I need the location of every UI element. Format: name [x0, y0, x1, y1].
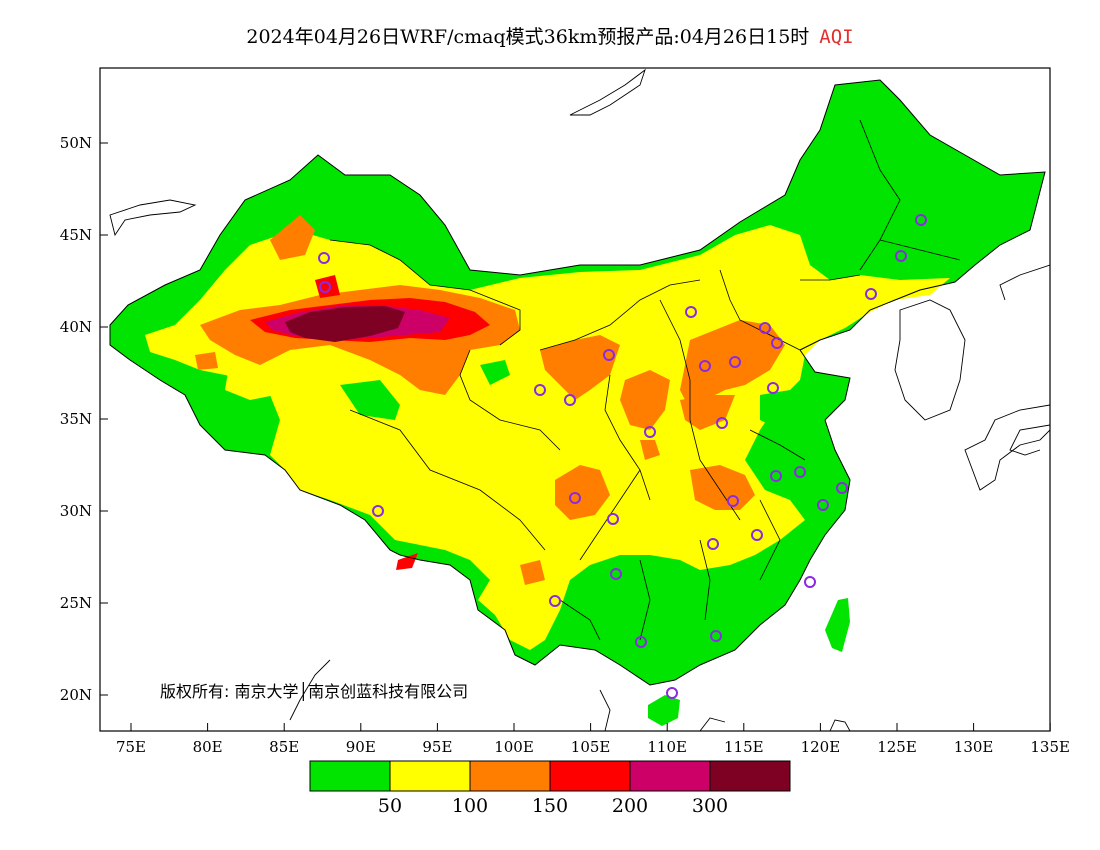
station-marker — [707, 538, 719, 550]
station-marker — [549, 595, 561, 607]
station-marker — [564, 394, 576, 406]
region-yellow — [610, 505, 770, 545]
station-marker — [318, 252, 330, 264]
legend-swatch-green — [309, 760, 391, 792]
lon-tick-label: 130E — [954, 738, 994, 756]
taiwan-island — [825, 598, 850, 652]
lon-tick-label: 115E — [724, 738, 764, 756]
legend-threshold-label: 200 — [612, 795, 648, 817]
station-marker — [644, 426, 656, 438]
map-title: 2024年04月26日WRF/cmaq模式36km预报产品:04月26日15时 A… — [0, 22, 1100, 49]
legend-swatch-orange — [469, 760, 551, 792]
latitude-axis: 50N 45N 40N 35N 30N 25N 20N — [60, 134, 108, 704]
lat-tick-label: 25N — [60, 594, 92, 612]
region-green — [340, 380, 400, 420]
lon-tick-label: 100E — [494, 738, 534, 756]
province-borders — [329, 119, 961, 641]
lat-tick-label: 30N — [60, 502, 92, 520]
region-green — [760, 390, 800, 430]
legend-threshold-label: 150 — [532, 795, 568, 817]
hainan-island — [648, 695, 680, 726]
lon-tick-label: 105E — [571, 738, 611, 756]
lat-tick-label: 50N — [60, 134, 92, 152]
legend-threshold-label: 100 — [452, 795, 488, 817]
station-marker — [699, 360, 711, 372]
region-maroon — [285, 306, 405, 342]
station-marker — [534, 384, 546, 396]
station-marker — [569, 492, 581, 504]
station-marker — [729, 356, 741, 368]
station-marker — [716, 417, 728, 429]
station-marker — [915, 214, 927, 226]
lon-tick-label: 85E — [269, 738, 299, 756]
lat-tick-label: 40N — [60, 318, 92, 336]
station-marker — [767, 382, 779, 394]
lon-tick-label: 110E — [647, 738, 687, 756]
station-marker — [865, 288, 877, 300]
station-markers — [318, 214, 927, 699]
station-marker — [610, 568, 622, 580]
region-green — [480, 360, 510, 385]
legend-threshold-label: 50 — [378, 795, 402, 817]
lat-tick-label: 20N — [60, 686, 92, 704]
station-marker — [770, 470, 782, 482]
station-marker — [817, 499, 829, 511]
station-marker — [710, 630, 722, 642]
legend-swatch-yellow — [389, 760, 471, 792]
lon-tick-label: 75E — [116, 738, 146, 756]
station-marker — [685, 306, 697, 318]
legend-swatch-maroon — [709, 760, 791, 792]
title-text: 2024年04月26日WRF/cmaq模式36km预报产品:04月26日15时 — [246, 26, 810, 48]
station-marker — [751, 529, 763, 541]
station-marker — [727, 495, 739, 507]
lon-tick-label: 135E — [1030, 738, 1070, 756]
station-marker — [319, 281, 331, 293]
china-border — [109, 79, 1046, 686]
color-legend: 50 100 150 200 300 — [309, 760, 791, 817]
neighbor-coastlines — [109, 68, 1050, 731]
station-marker — [804, 576, 816, 588]
map-layers — [109, 68, 1050, 731]
longitude-axis: 75E 80E 85E 90E 95E 100E 105E 110E 115E 120E 125E 1… — [116, 723, 1070, 756]
station-marker — [895, 250, 907, 262]
station-marker — [836, 482, 848, 494]
legend-threshold-label: 300 — [692, 795, 728, 817]
lon-tick-label: 90E — [346, 738, 376, 756]
lon-tick-label: 80E — [193, 738, 223, 756]
lat-tick-label: 45N — [60, 226, 92, 244]
station-marker — [635, 636, 647, 648]
station-marker — [794, 466, 806, 478]
lon-tick-label: 125E — [877, 738, 917, 756]
station-marker — [372, 505, 384, 517]
station-marker — [666, 687, 678, 699]
lat-tick-label: 35N — [60, 410, 92, 428]
lon-tick-label: 120E — [801, 738, 841, 756]
variable-label: AQI — [819, 26, 854, 48]
region-yellow — [225, 345, 300, 400]
legend-swatch-red — [549, 760, 631, 792]
copyright-text: 版权所有: 南京大学│南京创蓝科技有限公司 — [160, 681, 468, 701]
legend-swatch-purple — [629, 760, 711, 792]
station-marker — [759, 322, 771, 334]
plot-frame — [99, 67, 1051, 732]
station-marker — [607, 513, 619, 525]
station-marker — [771, 337, 783, 349]
lon-tick-label: 95E — [422, 738, 452, 756]
station-marker — [603, 349, 615, 361]
